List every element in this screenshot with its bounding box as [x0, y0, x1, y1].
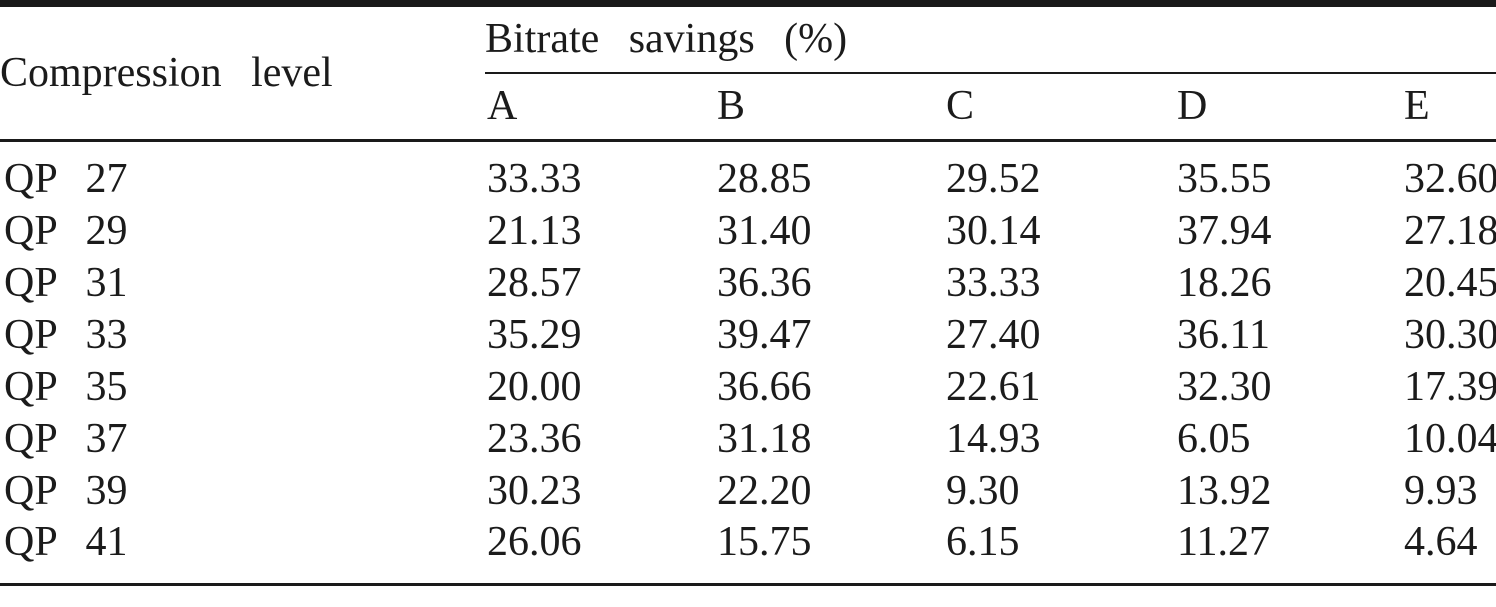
cell-value: 9.30 [946, 467, 1020, 514]
cell-value: 13.92 [1177, 467, 1272, 514]
table-header-row-group: Compression level Bitrate savings (%) [0, 3, 1496, 142]
cell-value: 36.11 [1177, 311, 1270, 358]
table-row: QP 41 26.06 15.75 6.15 11.27 4.64 [0, 517, 1496, 585]
cell-value: 11.27 [1177, 518, 1270, 565]
cell-value: 28.57 [487, 259, 582, 306]
table-row: QP 27 33.33 28.85 29.52 35.55 32.60 [0, 141, 1496, 205]
cell-value: 33.33 [487, 156, 582, 203]
row-label: QP 37 [4, 415, 128, 462]
table-row: QP 33 35.29 39.47 27.40 36.11 30.30 [0, 309, 1496, 361]
table-subheader-row: A B C D E [0, 72, 1496, 142]
cell-value: 6.05 [1177, 415, 1251, 462]
cell-value: 39.47 [717, 311, 812, 358]
cell-value: 30.14 [946, 207, 1041, 254]
cell-value: 35.29 [487, 311, 582, 358]
row-label: QP 29 [4, 207, 128, 254]
bitrate-savings-table: Compression level Bitrate savings (%) A … [0, 0, 1496, 586]
cell-value: 35.55 [1177, 156, 1272, 203]
column-header-e: E [1402, 72, 1496, 142]
row-label: QP 41 [4, 518, 128, 565]
bitrate-savings-group-header: Bitrate savings (%) [485, 3, 1496, 74]
table-row: QP 39 30.23 22.20 9.30 13.92 9.93 [0, 465, 1496, 517]
row-label: QP 33 [4, 311, 128, 358]
column-header-c: C [944, 72, 1175, 142]
compression-level-header: Compression level [0, 3, 485, 142]
table-row: QP 31 28.57 36.36 33.33 18.26 20.45 [0, 257, 1496, 309]
cell-value: 10.04 [1404, 415, 1496, 462]
cell-value: 20.45 [1404, 259, 1496, 306]
table-row: QP 37 23.36 31.18 14.93 6.05 10.04 [0, 413, 1496, 465]
cell-value: 30.23 [487, 467, 582, 514]
row-label: QP 39 [4, 467, 128, 514]
cell-value: 15.75 [717, 518, 812, 565]
cell-value: 33.33 [946, 259, 1041, 306]
cell-value: 27.18 [1404, 207, 1496, 254]
cell-value: 32.60 [1404, 156, 1496, 203]
cell-value: 23.36 [487, 415, 582, 462]
row-label: QP 35 [4, 363, 128, 410]
cell-value: 14.93 [946, 415, 1041, 462]
cell-value: 36.36 [717, 259, 812, 306]
cell-value: 36.66 [717, 363, 812, 410]
row-label: QP 27 [4, 156, 128, 203]
cell-value: 22.20 [717, 467, 812, 514]
cell-value: 26.06 [487, 518, 582, 565]
cell-value: 20.00 [487, 363, 582, 410]
column-header-d: D [1175, 72, 1402, 142]
cell-value: 29.52 [946, 156, 1041, 203]
column-header-a: A [485, 72, 715, 142]
cell-value: 17.39 [1404, 363, 1496, 410]
cell-value: 6.15 [946, 518, 1020, 565]
cell-value: 27.40 [946, 311, 1041, 358]
row-label: QP 31 [4, 259, 128, 306]
column-header-b: B [715, 72, 944, 142]
cell-value: 9.93 [1404, 467, 1478, 514]
cell-value: 22.61 [946, 363, 1041, 410]
cell-value: 37.94 [1177, 207, 1272, 254]
cell-value: 32.30 [1177, 363, 1272, 410]
cell-value: 30.30 [1404, 311, 1496, 358]
table-row: QP 29 21.13 31.40 30.14 37.94 27.18 [0, 205, 1496, 257]
cell-value: 18.26 [1177, 259, 1272, 306]
cell-value: 4.64 [1404, 518, 1478, 565]
cell-value: 21.13 [487, 207, 582, 254]
cell-value: 31.18 [717, 415, 812, 462]
table-row: QP 35 20.00 36.66 22.61 32.30 17.39 [0, 361, 1496, 413]
cell-value: 28.85 [717, 156, 812, 203]
cell-value: 31.40 [717, 207, 812, 254]
